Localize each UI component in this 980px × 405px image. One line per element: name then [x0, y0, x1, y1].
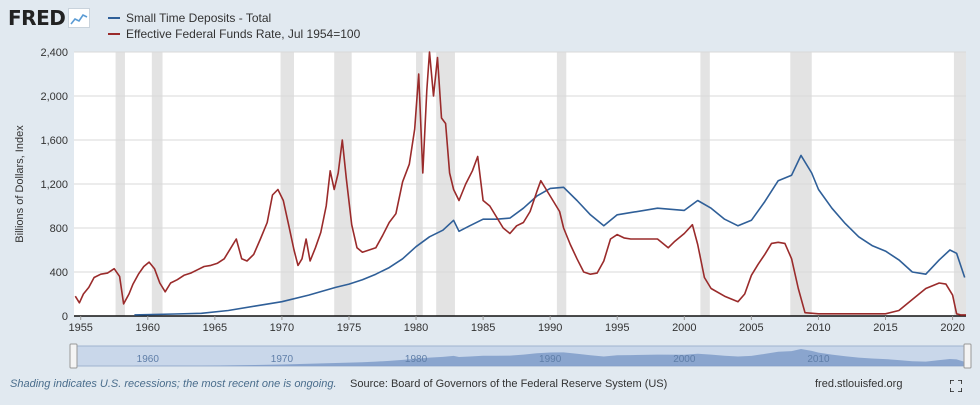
chart-area: 0 400 800 1,200 1,600 2,000 2,400 1955 1960 1965…	[14, 47, 972, 369]
y-tick-label: 2,400	[40, 47, 68, 59]
x-tick-label: 1955	[68, 322, 92, 334]
x-tick-label: 2010	[806, 322, 830, 334]
navigator-series-area	[134, 349, 965, 366]
x-tick-label: 2005	[739, 322, 763, 334]
source-text: Source: Board of Governors of the Federa…	[350, 378, 668, 390]
x-tick-label: 1965	[203, 322, 227, 334]
y-tick-label: 1,600	[40, 135, 68, 147]
series-line-fedfunds	[74, 51, 966, 316]
y-tick-label: 1,200	[40, 179, 68, 191]
site-link[interactable]: fred.stlouisfed.org	[815, 378, 903, 390]
x-tick-label: 2000	[672, 322, 696, 334]
y-tick-label: 400	[50, 267, 68, 279]
logo-text: FRED	[8, 6, 66, 30]
navigator-tick-label: 1980	[405, 354, 428, 365]
x-tick-label: 1970	[270, 322, 294, 334]
navigator-tick-label: 1970	[271, 354, 294, 365]
navigator-tick-label: 2000	[673, 354, 696, 365]
x-tick-label: 1995	[605, 322, 629, 334]
y-tick-label: 0	[62, 311, 68, 323]
x-tick-label: 1980	[404, 322, 428, 334]
navigator-handle-left[interactable]	[69, 343, 78, 369]
x-tick-label: 1990	[538, 322, 562, 334]
legend-swatch-deposits	[108, 17, 120, 19]
range-navigator[interactable]: 1960 1970 1980 1990 2000 2010	[69, 343, 972, 369]
legend-swatch-fedfunds	[108, 33, 120, 35]
legend-item-deposits[interactable]: Small Time Deposits - Total	[108, 10, 360, 26]
line-chart-icon	[68, 8, 91, 28]
y-axis-label: Billions of Dollars, Index	[14, 125, 26, 243]
recession-note: Shading indicates U.S. recessions; the m…	[10, 378, 337, 390]
navigator-tick-label: 1960	[137, 354, 160, 365]
legend-item-fedfunds[interactable]: Effective Federal Funds Rate, Jul 1954=1…	[108, 26, 360, 42]
y-tick-label: 800	[50, 223, 68, 235]
x-tick-label: 1975	[337, 322, 361, 334]
x-tick-label: 1960	[136, 322, 160, 334]
chart-legend: Small Time Deposits - Total Effective Fe…	[108, 10, 360, 42]
y-tick-label: 2,000	[40, 91, 68, 103]
fred-logo: FRED	[8, 6, 91, 30]
navigator-tick-label: 1990	[539, 354, 562, 365]
x-tick-label: 1985	[471, 322, 495, 334]
x-tick-label: 2020	[940, 322, 964, 334]
legend-label-deposits: Small Time Deposits - Total	[126, 11, 272, 25]
x-tick-label: 2015	[873, 322, 897, 334]
navigator-handle-right[interactable]	[963, 343, 972, 369]
series-line-deposits	[134, 154, 966, 316]
fullscreen-icon[interactable]	[949, 379, 963, 393]
legend-label-fedfunds: Effective Federal Funds Rate, Jul 1954=1…	[126, 27, 361, 41]
navigator-tick-label: 2010	[807, 354, 830, 365]
